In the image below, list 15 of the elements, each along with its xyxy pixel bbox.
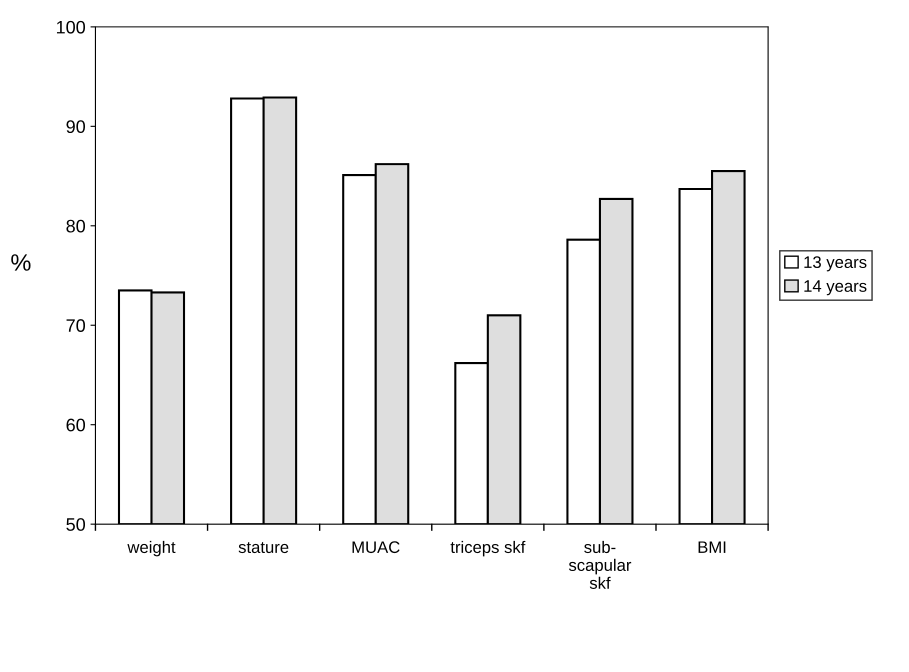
y-tick-label: 70 [66, 319, 86, 332]
legend-label: 13 years [804, 256, 866, 272]
y-tick-label: 50 [66, 518, 86, 531]
y-tick-label: 90 [66, 120, 86, 134]
x-tick-label: weight [127, 540, 176, 556]
x-tick-label: sub- scapular skf [568, 540, 632, 589]
x-tick-label: triceps skf [450, 540, 526, 556]
y-tick-label: 100 [56, 20, 86, 34]
y-axis-title: % [11, 254, 31, 271]
x-tick-label: stature [238, 542, 288, 554]
y-tick-label: 60 [66, 418, 86, 432]
legend-label: 14 years [804, 280, 866, 296]
y-tick-label: 80 [66, 220, 86, 233]
x-tick-label: BMI [698, 541, 726, 553]
x-tick-label: MUAC [352, 541, 400, 554]
